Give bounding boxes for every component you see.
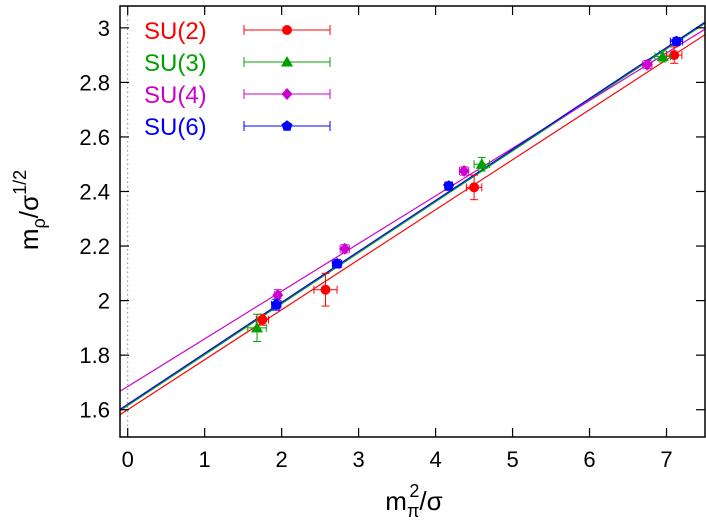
plot-frame: [119, 5, 706, 438]
marker-circle: [320, 284, 331, 295]
legend: SU(2) SU(3) SU(4) SU(6): [144, 18, 331, 141]
marker-pentagon: [270, 298, 282, 310]
marker-diamond: [272, 289, 284, 302]
x-axis-label: mπ2/σ: [385, 481, 442, 521]
legend-marker-su6: [281, 120, 293, 131]
x-tick-label: 3: [352, 447, 364, 472]
legend-label-su6: SU(6): [144, 114, 207, 141]
marker-diamond: [458, 165, 470, 178]
x-tick-label: 6: [583, 447, 595, 472]
data-point-su2: [465, 174, 483, 201]
x-tick-label: 0: [122, 447, 134, 472]
marker-triangle: [251, 321, 264, 333]
data-point-su2: [313, 272, 338, 307]
y-tick-label: 2.2: [79, 234, 110, 259]
marker-circle: [257, 314, 268, 325]
x-tick-label: 5: [506, 447, 518, 472]
y-tick-label: 2.4: [79, 179, 110, 204]
y-tick-label: 1.8: [79, 343, 110, 368]
legend-marker-su4: [281, 88, 293, 100]
legend-label-su4: SU(4): [144, 82, 207, 109]
marker-triangle: [656, 50, 669, 61]
marker-pentagon: [443, 180, 455, 191]
x-tick-label: 7: [660, 447, 672, 472]
marker-triangle: [475, 158, 488, 169]
legend-marker-su2: [282, 25, 292, 35]
marker-circle: [669, 50, 680, 61]
legend-marker-su3: [281, 56, 293, 67]
data-point-su4: [339, 242, 351, 255]
y-tick-label: 1.6: [79, 398, 110, 423]
marker-diamond: [641, 58, 653, 71]
legend-label-su3: SU(3): [144, 50, 207, 77]
x-tick-label: 4: [429, 447, 441, 472]
data-point-su4: [641, 58, 653, 71]
fit-line-su6: [120, 21, 705, 410]
marker-circle: [469, 182, 480, 193]
data-point-su4: [458, 165, 470, 178]
x-tick-label: 1: [199, 447, 211, 472]
data-point-su6: [443, 180, 455, 191]
data-point-su6: [270, 298, 282, 311]
fit-line-su2: [120, 34, 705, 416]
data-point-su3: [247, 313, 267, 343]
data-point-su2: [666, 46, 683, 64]
fit-line-su4: [120, 28, 705, 392]
data-point-su3: [473, 156, 490, 172]
data-point-su3: [654, 50, 671, 63]
data-point-su2: [255, 313, 270, 326]
fit-line-su3: [120, 22, 705, 412]
y-tick-label: 2: [98, 289, 110, 314]
y-axis-label: mρ/σ1/2: [10, 170, 49, 250]
marker-pentagon: [671, 35, 683, 47]
y-tick-label: 3: [98, 16, 110, 41]
marker-pentagon: [331, 257, 343, 269]
y-tick-label: 2.8: [79, 70, 110, 95]
data-point-su6: [331, 257, 343, 269]
data-point-su6: [669, 35, 684, 47]
marker-diamond: [339, 242, 351, 255]
y-tick-label: 2.6: [79, 125, 110, 150]
x-tick-label: 2: [276, 447, 288, 472]
legend-label-su2: SU(2): [144, 18, 207, 45]
